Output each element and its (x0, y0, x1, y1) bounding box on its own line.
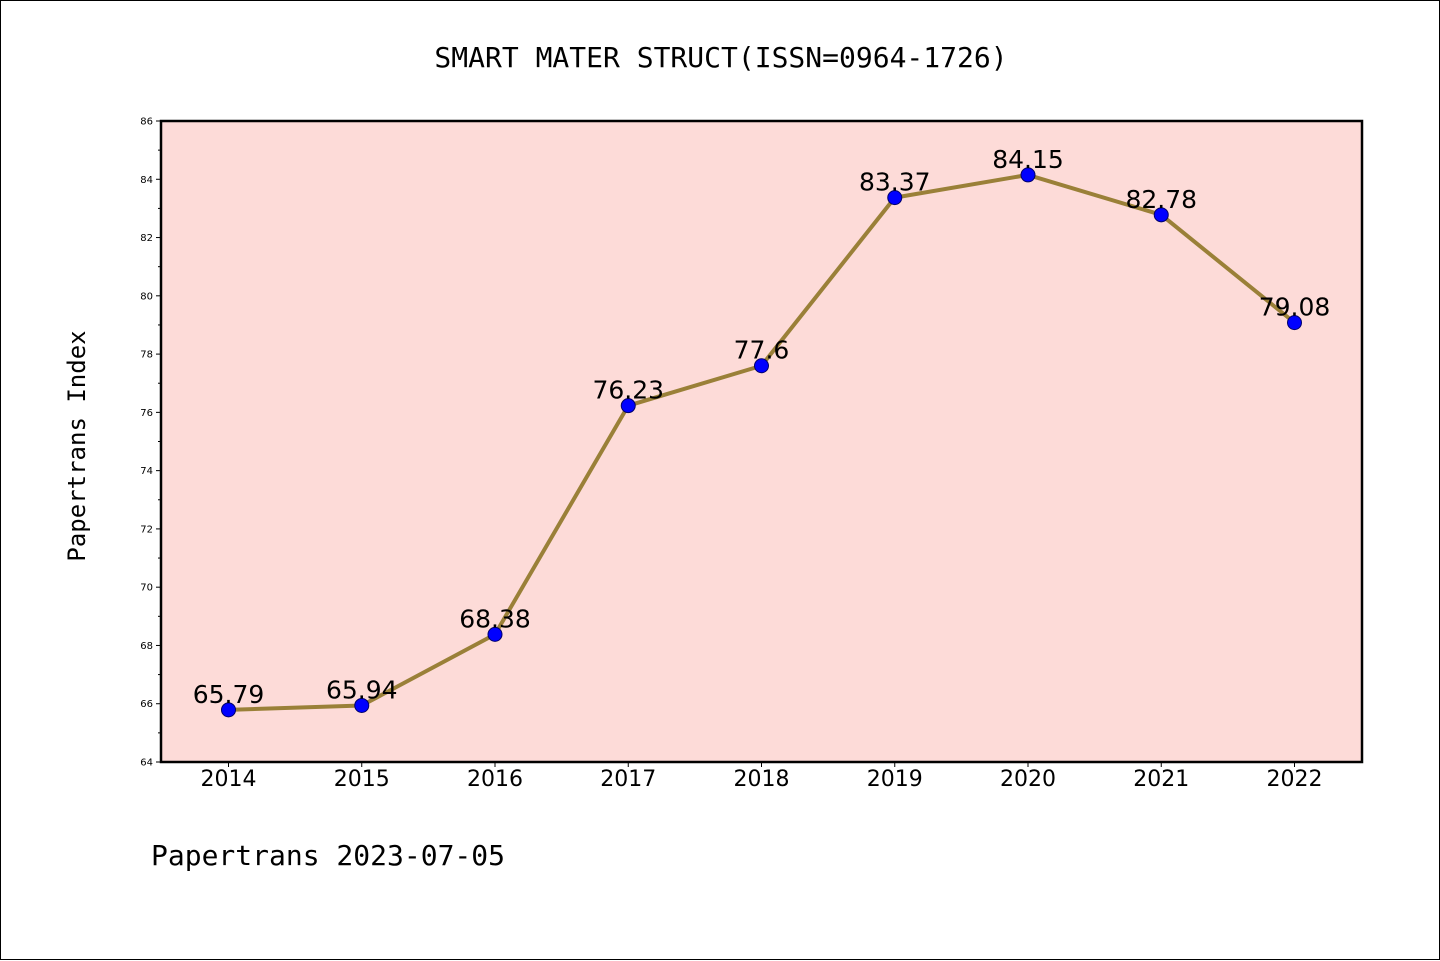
data-label: 65.94 (326, 675, 398, 704)
data-label: 76.23 (592, 376, 664, 405)
data-label: 79.08 (1259, 293, 1331, 322)
data-point (620, 398, 636, 414)
y-tick-label: 70 (140, 583, 153, 594)
data-point (487, 626, 503, 642)
data-label: 82.78 (1125, 185, 1197, 214)
data-label: 83.37 (859, 168, 931, 197)
y-tick-label: 82 (140, 233, 153, 244)
y-tick-label: 76 (140, 408, 153, 419)
y-tick-label: 74 (140, 466, 153, 477)
data-point (1020, 167, 1036, 183)
y-tick-label: 78 (140, 350, 153, 361)
x-tick-label: 2018 (734, 767, 790, 792)
axis-ticks: 64 66 68 70 72 74 76 78 80 82 84 86 2014 2015 2016 2017… (140, 117, 1322, 793)
x-tick-label: 2020 (1000, 767, 1056, 792)
x-tick-label: 2014 (201, 767, 257, 792)
x-tick-label: 2016 (467, 767, 523, 792)
y-tick-label: 64 (140, 758, 153, 769)
plot-border (159, 119, 1364, 764)
plot-area (161, 121, 1362, 762)
y-tick-label: 84 (140, 175, 153, 186)
data-label: 68.38 (459, 604, 531, 633)
data-point (221, 702, 236, 718)
data-label: 77.6 (734, 336, 790, 365)
series-layer: 65.79 65.94 68.38 76.23 77.6 83.37 84.15 82.78 7… (193, 145, 1331, 718)
x-tick-label: 2017 (600, 767, 656, 792)
y-tick-label: 80 (140, 291, 153, 302)
x-tick-label: 2015 (334, 767, 390, 792)
x-tick-label: 2022 (1267, 767, 1323, 792)
y-tick-label: 66 (140, 699, 153, 710)
y-tick-label: 86 (140, 117, 153, 128)
chart-title: SMART MATER STRUCT(ISSN=0964-1726) (434, 41, 1007, 74)
footer-date: Papertrans 2023-07-05 (151, 839, 505, 872)
data-point (754, 358, 769, 374)
y-tick-label: 68 (140, 641, 153, 652)
data-label: 65.79 (193, 680, 265, 709)
data-label: 84.15 (992, 145, 1064, 174)
x-tick-label: 2019 (867, 767, 923, 792)
data-point (354, 697, 370, 713)
data-point (887, 190, 903, 206)
x-tick-label: 2021 (1133, 767, 1189, 792)
data-point (1153, 207, 1169, 223)
y-axis-label: Papertrans Index (63, 330, 91, 561)
data-point (1287, 315, 1302, 331)
y-tick-label: 72 (140, 524, 153, 535)
